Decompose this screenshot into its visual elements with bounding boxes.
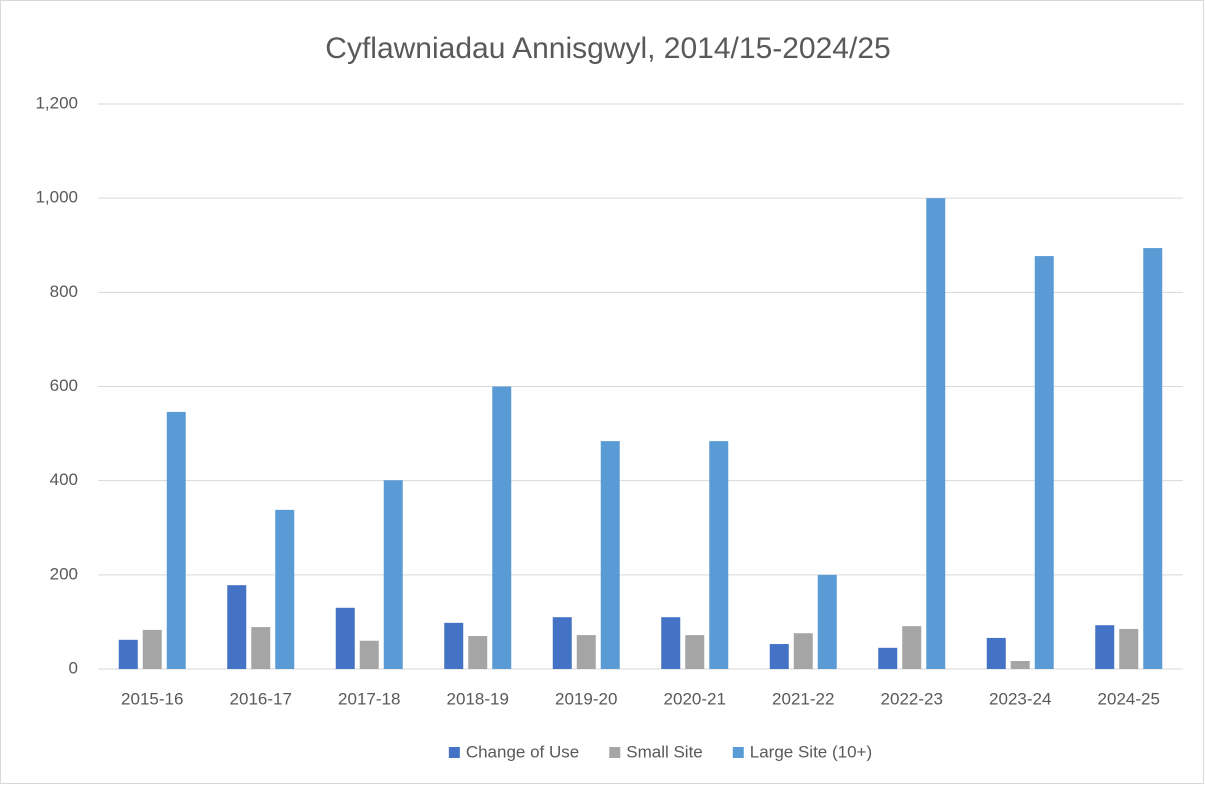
x-tick-label: 2020-21 (664, 689, 726, 708)
bar (1095, 625, 1115, 669)
bar (275, 509, 295, 669)
bar (251, 627, 271, 669)
bar (878, 647, 898, 669)
bar (902, 626, 922, 669)
bar (1010, 660, 1030, 669)
bar (926, 198, 946, 669)
legend-swatch (732, 747, 744, 758)
bar (468, 636, 488, 669)
x-tick-label: 2019-20 (555, 689, 617, 708)
legend-label: Small Site (626, 742, 703, 761)
bar (685, 635, 705, 669)
bar (1034, 256, 1054, 669)
legend-swatch (448, 747, 460, 758)
bar (359, 640, 379, 669)
bar (142, 629, 162, 669)
chart-title: Cyflawniadau Annisgwyl, 2014/15-2024/25 (325, 32, 890, 65)
y-tick-label: 1,200 (35, 93, 78, 112)
y-tick-label: 800 (50, 282, 78, 301)
legend-label: Large Site (10+) (750, 742, 872, 761)
bar (1143, 248, 1163, 669)
bar (118, 639, 138, 669)
x-tick-label: 2023-24 (989, 689, 1051, 708)
bar (576, 635, 596, 669)
x-tick-label: 2022-23 (881, 689, 943, 708)
bar (492, 386, 512, 669)
x-tick-label: 2021-22 (772, 689, 834, 708)
y-tick-label: 200 (50, 564, 78, 583)
bar (444, 622, 464, 669)
bar (817, 574, 837, 669)
bar (166, 411, 186, 669)
bar (383, 480, 403, 669)
x-tick-label: 2016-17 (230, 689, 292, 708)
y-tick-label: 1,000 (35, 188, 78, 207)
bar (227, 585, 247, 669)
y-tick-label: 400 (50, 470, 78, 489)
bar (552, 617, 572, 669)
legend-label: Change of Use (466, 742, 579, 761)
bar (769, 644, 789, 669)
legend-swatch (609, 747, 621, 758)
bar (600, 441, 620, 669)
x-tick-label: 2018-19 (447, 689, 509, 708)
bar (709, 441, 729, 669)
x-tick-label: 2017-18 (338, 689, 400, 708)
bar (335, 607, 355, 669)
y-tick-label: 600 (50, 376, 78, 395)
y-tick-label: 0 (69, 658, 78, 677)
x-tick-label: 2015-16 (121, 689, 183, 708)
bar (661, 617, 681, 669)
bar (1119, 628, 1139, 669)
bar (986, 637, 1006, 669)
x-tick-label: 2024-25 (1098, 689, 1160, 708)
bar (793, 633, 813, 669)
